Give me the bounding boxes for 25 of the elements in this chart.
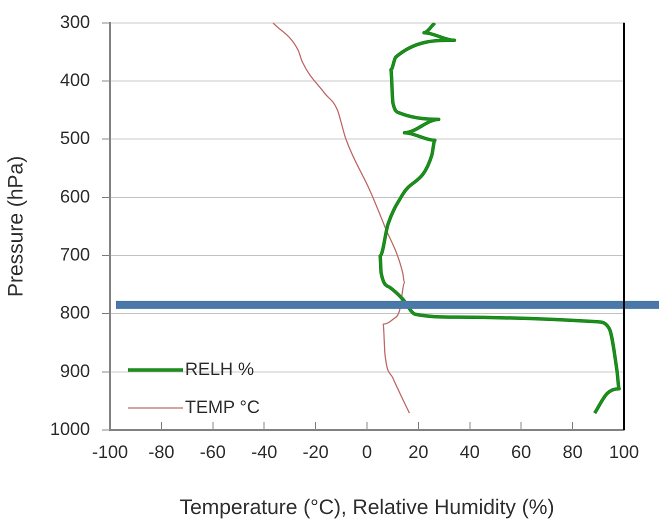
line-series: [272, 22, 410, 414]
y-tick-label: 500: [60, 128, 90, 148]
y-tick-label: 900: [60, 360, 90, 381]
x-tick-label: -80: [148, 442, 174, 462]
y-tick-label: 600: [60, 186, 90, 206]
y-tick-label: 400: [60, 70, 90, 90]
x-tick-label: 40: [460, 442, 480, 462]
x-tick-label: 80: [562, 442, 583, 462]
x-tick-label: 0: [362, 442, 372, 462]
x-tick-label: -60: [200, 442, 226, 462]
y-tick-label: 300: [60, 12, 90, 32]
legend-label: RELH %: [185, 358, 254, 379]
y-tick-label: 800: [60, 302, 90, 323]
y-tick-label: 1000: [50, 418, 90, 439]
x-axis-title: Temperature (°C), Relative Humidity (%): [180, 496, 554, 520]
y-tick-label: 700: [60, 244, 90, 264]
x-tick-label: 60: [511, 442, 532, 462]
y-axis-title: Pressure (hPa): [4, 156, 28, 298]
line-series: [378, 22, 621, 415]
x-tick-label: 100: [608, 442, 640, 462]
x-tick-label: 20: [408, 442, 428, 462]
x-tick-label: -40: [251, 442, 278, 462]
legend-label: TEMP °C: [185, 396, 260, 417]
x-tick-label: -100: [92, 442, 128, 462]
x-tick-label: -20: [302, 442, 329, 462]
